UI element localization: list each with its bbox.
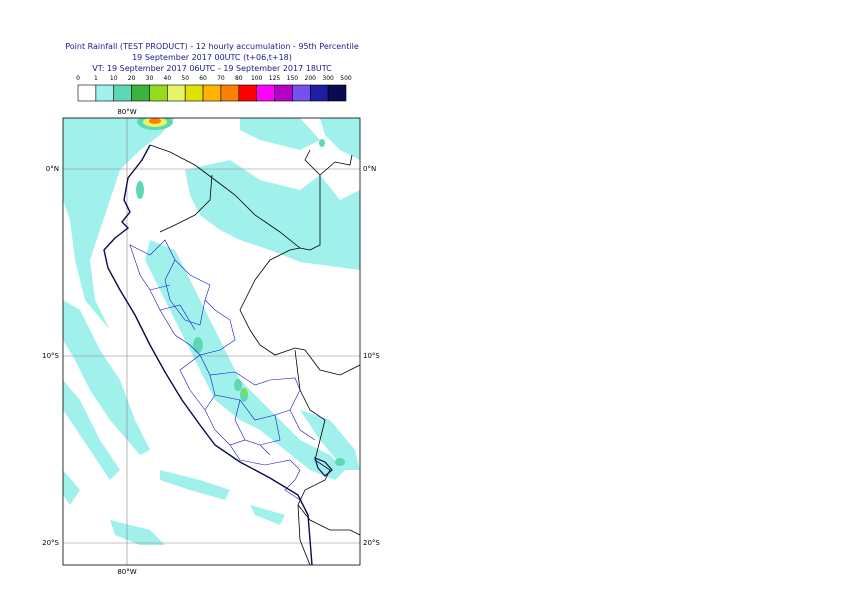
legend-label: 60 [199, 75, 207, 82]
lat-label-left: 0°N [46, 165, 59, 173]
legend-label: 20 [128, 75, 136, 82]
legend-swatch [238, 84, 257, 102]
legend-label: 300 [322, 75, 334, 82]
rain-moderate [136, 139, 345, 466]
legend-swatch [202, 84, 222, 102]
heavy-rain [137, 118, 248, 395]
legend-swatch [309, 84, 329, 102]
legend-label: 30 [146, 75, 154, 82]
legend-swatch [113, 84, 132, 102]
legend-label: 70 [217, 75, 225, 82]
legend-label: 150 [287, 75, 299, 82]
legend-label: 1 [94, 75, 98, 82]
rain-areas [63, 118, 360, 545]
coastline [103, 144, 313, 565]
country-borders [149, 144, 360, 565]
legend-label: 100 [251, 75, 263, 82]
legend-label: 200 [305, 75, 317, 82]
valid-time: VT: 19 September 2017 06UTC - 19 Septemb… [92, 64, 332, 73]
lon-label-top: 80°W [117, 108, 136, 116]
lat-label-right: 10°S [363, 352, 380, 360]
legend-label: 80 [235, 75, 243, 82]
lon-label-bottom: 80°W [117, 568, 136, 576]
lat-label-right: 0°N [363, 165, 376, 173]
lat-label-left: 20°S [42, 539, 59, 547]
legend-label: 50 [181, 75, 189, 82]
lake [314, 456, 333, 477]
legend-label: 10 [110, 75, 118, 82]
map-frame [62, 117, 361, 566]
legend-swatch [274, 84, 293, 102]
legend-swatch [77, 84, 97, 102]
legend-swatch [256, 84, 275, 102]
subtitle: 19 September 2017 00UTC (t+06,t+18) [132, 53, 292, 62]
legend: 0 1 10 20 30 40 50 60 70 80 100 125 150 200 300 500 [76, 75, 352, 102]
map [63, 118, 360, 565]
lat-label-right: 20°S [363, 539, 380, 547]
legend-swatch [131, 84, 150, 102]
legend-label: 40 [164, 75, 172, 82]
legend-label: 125 [269, 75, 281, 82]
regions [129, 239, 316, 501]
legend-swatch [167, 84, 186, 102]
title: Point Rainfall (TEST PRODUCT) - 12 hourl… [65, 42, 359, 51]
legend-swatch [292, 84, 311, 102]
legend-swatch [327, 84, 347, 102]
legend-swatch [220, 84, 240, 102]
legend-label: 500 [340, 75, 352, 82]
legend-label: 0 [76, 75, 80, 82]
lat-label-left: 10°S [42, 352, 59, 360]
legend-swatch [184, 84, 204, 102]
legend-swatch [95, 84, 115, 102]
legend-swatch [149, 84, 168, 102]
